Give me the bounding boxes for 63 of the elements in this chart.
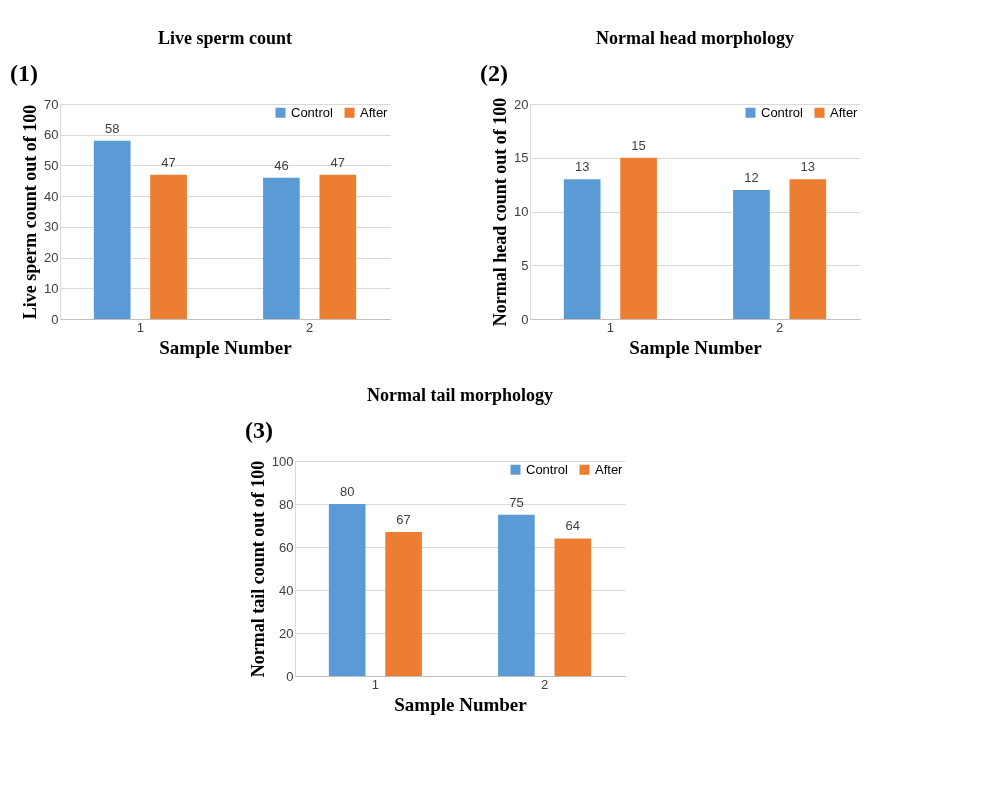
text: (3) [245,417,273,443]
data-label: 64 [565,518,581,534]
chart-title: Live sperm count [158,28,292,48]
y-tick-label: 60 [279,539,294,555]
x-tick-label: 1 [136,319,144,335]
y-tick-label: 0 [286,668,294,684]
y-tick-label: 60 [44,127,59,143]
x-tick-label: 1 [371,676,379,692]
bar [328,504,366,676]
y-tick-label: 0 [51,311,59,327]
x-axis-title: Sample Number [159,336,293,358]
y-tick-label: 0 [521,311,529,327]
x-tick-label: 2 [776,319,784,335]
y-tick-label: 40 [279,582,294,598]
data-label: 47 [330,154,346,170]
y-tick-label: 100 [271,453,294,469]
data-label: 47 [161,154,176,170]
y-tick-label: 80 [279,496,294,512]
y-tick-label: 5 [521,257,529,273]
chart-title: Normal tail morphology [367,385,553,405]
x-tick-label: 2 [306,319,314,335]
x-tick-label: 2 [541,676,549,692]
data-label: 67 [396,511,411,527]
y-tick-label: 70 [44,96,59,112]
x-tick-label: 1 [606,319,614,335]
legend-label: Control [761,104,804,120]
legend-label: Control [291,104,334,120]
bar [385,531,422,676]
y-tick-label: 50 [44,157,59,173]
data-label: 75 [509,494,524,510]
legend-label: After [360,104,389,120]
bar [554,538,592,676]
y-tick-label: 20 [514,96,529,112]
x-axis-title: Sample Number [394,693,528,715]
text: (2) [480,60,508,86]
y-tick-label: 10 [514,204,529,219]
bar [319,174,357,319]
y-tick-label: 10 [44,280,59,296]
legend-label: Control [526,461,569,477]
y-axis-title: Normal tail count out of 100 [247,460,268,678]
data-label: 12 [744,170,759,185]
chart-title: Normal head morphology [596,28,794,48]
x-axis-title: Sample Number [629,336,763,358]
bar [263,177,300,319]
bar [93,140,131,319]
data-label: 13 [800,159,816,175]
y-tick-label: 40 [44,188,59,204]
bar [150,174,187,319]
legend-label: After [830,104,859,120]
data-label: 15 [631,137,646,153]
data-label: 80 [339,484,355,499]
data-label: 13 [574,159,590,175]
y-tick-label: 30 [44,219,59,235]
y-tick-label: 15 [514,150,529,166]
bar [498,514,535,676]
y-tick-label: 20 [279,625,294,641]
y-tick-label: 20 [44,250,59,266]
text: (1) [10,60,38,86]
data-label: 46 [274,157,289,173]
data-label: 58 [104,120,120,136]
y-axis-title: Normal head count out of 100 [490,97,511,327]
y-axis-title: Live sperm count out of 100 [20,104,41,320]
legend-label: After [595,461,624,477]
